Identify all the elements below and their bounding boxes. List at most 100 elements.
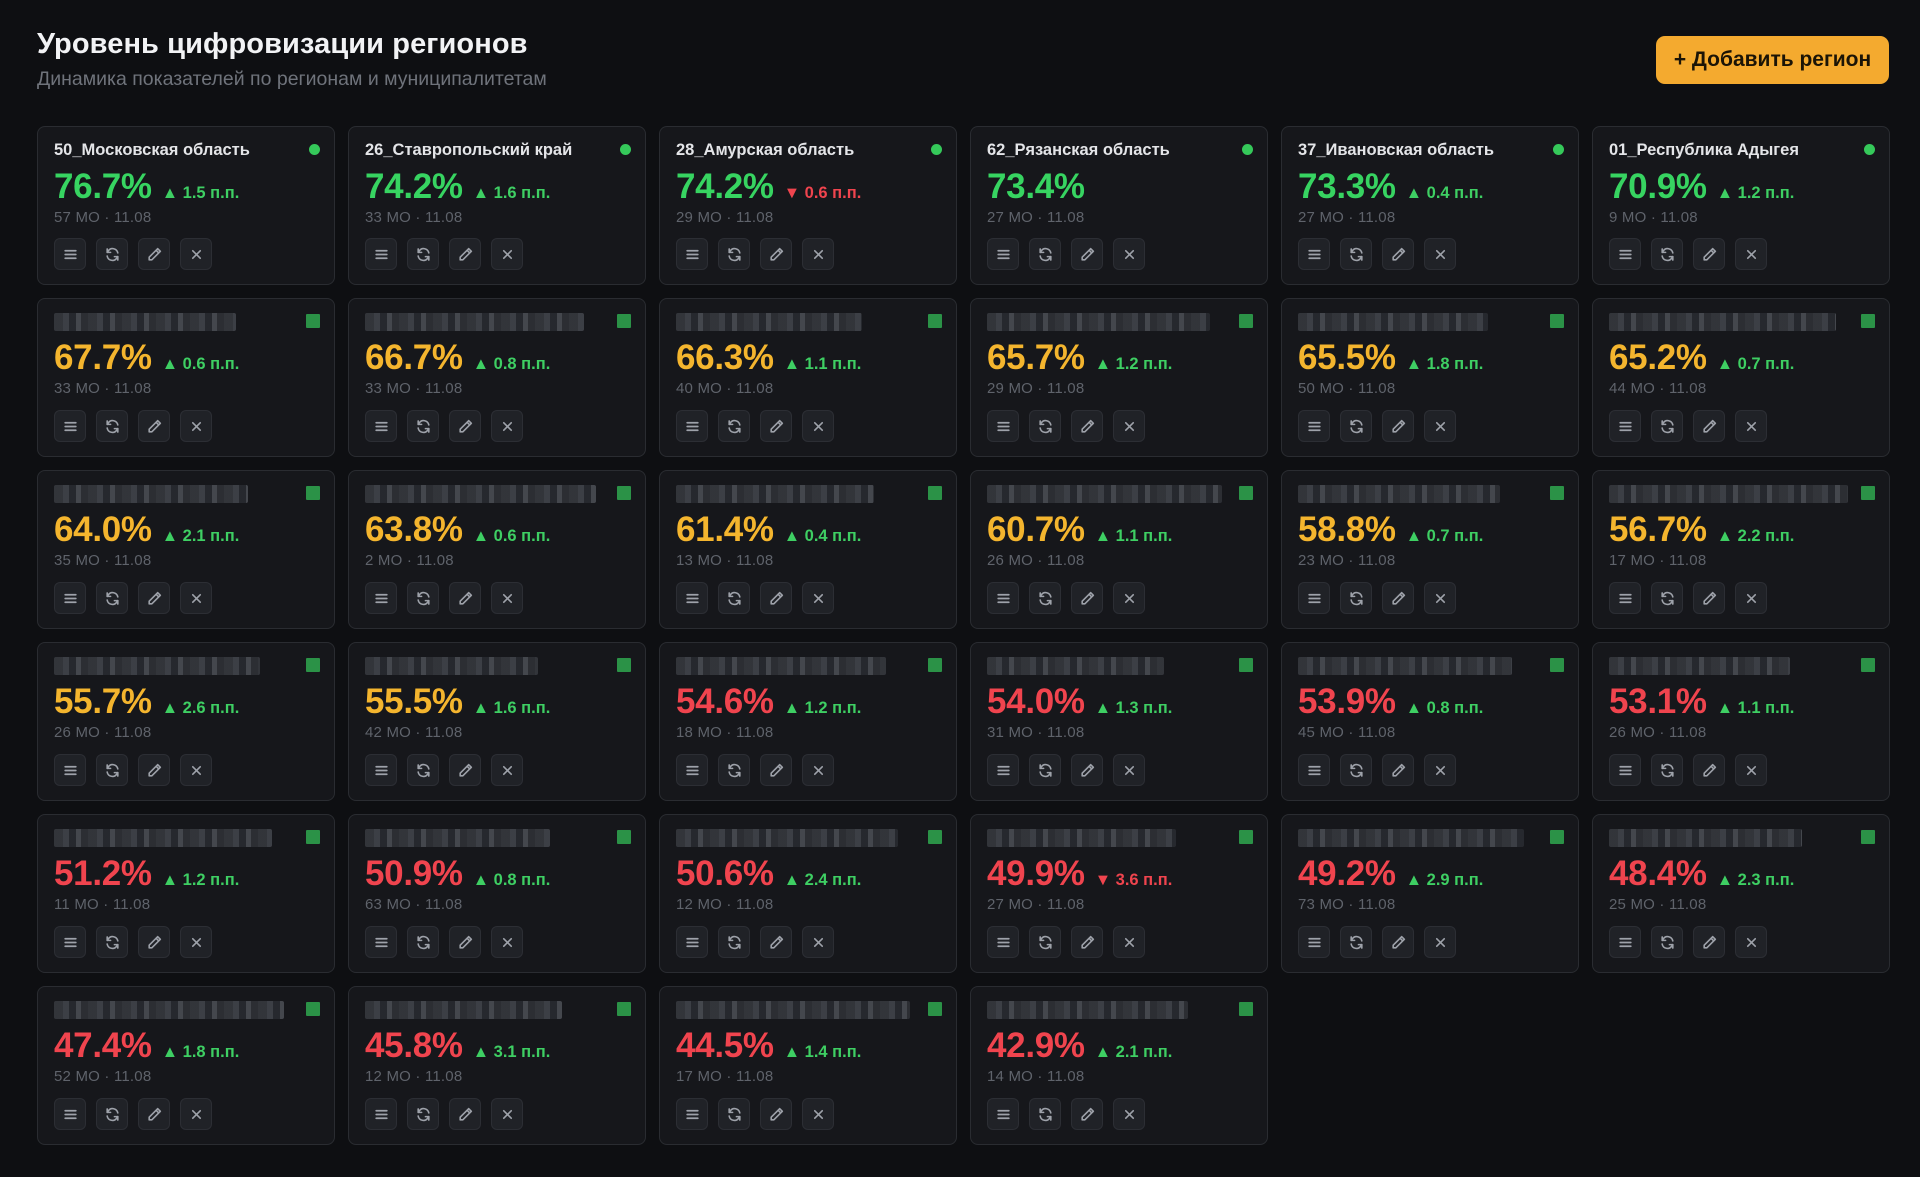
refresh-button[interactable] bbox=[96, 410, 128, 442]
list-button[interactable] bbox=[676, 238, 708, 270]
region-card[interactable]: 51.2% ▲ 1.2 п.п. 11 МО · 11.08 bbox=[37, 814, 335, 973]
region-card[interactable]: 49.9% ▼ 3.6 п.п. 27 МО · 11.08 bbox=[970, 814, 1268, 973]
list-button[interactable] bbox=[987, 238, 1019, 270]
refresh-button[interactable] bbox=[96, 582, 128, 614]
refresh-button[interactable] bbox=[96, 926, 128, 958]
delete-button[interactable] bbox=[802, 238, 834, 270]
region-card[interactable]: 50.6% ▲ 2.4 п.п. 12 МО · 11.08 bbox=[659, 814, 957, 973]
list-button[interactable] bbox=[1298, 754, 1330, 786]
region-card[interactable]: 50.9% ▲ 0.8 п.п. 63 МО · 11.08 bbox=[348, 814, 646, 973]
edit-button[interactable] bbox=[138, 238, 170, 270]
edit-button[interactable] bbox=[1693, 238, 1725, 270]
region-card[interactable]: 60.7% ▲ 1.1 п.п. 26 МО · 11.08 bbox=[970, 470, 1268, 629]
list-button[interactable] bbox=[1609, 754, 1641, 786]
refresh-button[interactable] bbox=[1029, 582, 1061, 614]
list-button[interactable] bbox=[987, 754, 1019, 786]
edit-button[interactable] bbox=[1071, 754, 1103, 786]
region-card[interactable]: 61.4% ▲ 0.4 п.п. 13 МО · 11.08 bbox=[659, 470, 957, 629]
refresh-button[interactable] bbox=[96, 1098, 128, 1130]
edit-button[interactable] bbox=[138, 410, 170, 442]
list-button[interactable] bbox=[54, 1098, 86, 1130]
refresh-button[interactable] bbox=[718, 238, 750, 270]
delete-button[interactable] bbox=[1424, 582, 1456, 614]
region-card[interactable]: 55.7% ▲ 2.6 п.п. 26 МО · 11.08 bbox=[37, 642, 335, 801]
delete-button[interactable] bbox=[1113, 410, 1145, 442]
refresh-button[interactable] bbox=[718, 582, 750, 614]
edit-button[interactable] bbox=[760, 238, 792, 270]
region-card[interactable]: 65.7% ▲ 1.2 п.п. 29 МО · 11.08 bbox=[970, 298, 1268, 457]
edit-button[interactable] bbox=[1071, 926, 1103, 958]
list-button[interactable] bbox=[54, 754, 86, 786]
refresh-button[interactable] bbox=[407, 1098, 439, 1130]
edit-button[interactable] bbox=[449, 410, 481, 442]
region-card[interactable]: 01_Республика Адыгея 70.9% ▲ 1.2 п.п. 9 МО … bbox=[1592, 126, 1890, 285]
refresh-button[interactable] bbox=[1340, 238, 1372, 270]
refresh-button[interactable] bbox=[718, 1098, 750, 1130]
refresh-button[interactable] bbox=[1029, 926, 1061, 958]
region-card[interactable]: 64.0% ▲ 2.1 п.п. 35 МО · 11.08 bbox=[37, 470, 335, 629]
edit-button[interactable] bbox=[449, 1098, 481, 1130]
region-card[interactable]: 28_Амурская область 74.2% ▼ 0.6 п.п. 29 МО … bbox=[659, 126, 957, 285]
delete-button[interactable] bbox=[180, 754, 212, 786]
list-button[interactable] bbox=[54, 582, 86, 614]
refresh-button[interactable] bbox=[96, 754, 128, 786]
list-button[interactable] bbox=[365, 238, 397, 270]
list-button[interactable] bbox=[1298, 410, 1330, 442]
edit-button[interactable] bbox=[138, 926, 170, 958]
delete-button[interactable] bbox=[1735, 754, 1767, 786]
edit-button[interactable] bbox=[449, 582, 481, 614]
list-button[interactable] bbox=[54, 238, 86, 270]
delete-button[interactable] bbox=[1113, 582, 1145, 614]
refresh-button[interactable] bbox=[1651, 410, 1683, 442]
refresh-button[interactable] bbox=[1029, 1098, 1061, 1130]
region-card[interactable]: 54.0% ▲ 1.3 п.п. 31 МО · 11.08 bbox=[970, 642, 1268, 801]
region-card[interactable]: 45.8% ▲ 3.1 п.п. 12 МО · 11.08 bbox=[348, 986, 646, 1145]
list-button[interactable] bbox=[365, 1098, 397, 1130]
region-card[interactable]: 65.5% ▲ 1.8 п.п. 50 МО · 11.08 bbox=[1281, 298, 1579, 457]
refresh-button[interactable] bbox=[1651, 926, 1683, 958]
refresh-button[interactable] bbox=[407, 238, 439, 270]
refresh-button[interactable] bbox=[1029, 754, 1061, 786]
list-button[interactable] bbox=[676, 926, 708, 958]
edit-button[interactable] bbox=[1071, 410, 1103, 442]
list-button[interactable] bbox=[1298, 238, 1330, 270]
delete-button[interactable] bbox=[180, 238, 212, 270]
list-button[interactable] bbox=[987, 926, 1019, 958]
region-card[interactable]: 44.5% ▲ 1.4 п.п. 17 МО · 11.08 bbox=[659, 986, 957, 1145]
refresh-button[interactable] bbox=[718, 754, 750, 786]
list-button[interactable] bbox=[1609, 238, 1641, 270]
refresh-button[interactable] bbox=[1651, 754, 1683, 786]
edit-button[interactable] bbox=[1382, 926, 1414, 958]
delete-button[interactable] bbox=[491, 926, 523, 958]
refresh-button[interactable] bbox=[1340, 410, 1372, 442]
refresh-button[interactable] bbox=[1340, 926, 1372, 958]
list-button[interactable] bbox=[54, 410, 86, 442]
refresh-button[interactable] bbox=[1651, 238, 1683, 270]
region-card[interactable]: 54.6% ▲ 1.2 п.п. 18 МО · 11.08 bbox=[659, 642, 957, 801]
delete-button[interactable] bbox=[180, 410, 212, 442]
edit-button[interactable] bbox=[449, 238, 481, 270]
delete-button[interactable] bbox=[1735, 582, 1767, 614]
list-button[interactable] bbox=[365, 582, 397, 614]
refresh-button[interactable] bbox=[718, 410, 750, 442]
region-card[interactable]: 42.9% ▲ 2.1 п.п. 14 МО · 11.08 bbox=[970, 986, 1268, 1145]
edit-button[interactable] bbox=[138, 582, 170, 614]
list-button[interactable] bbox=[54, 926, 86, 958]
delete-button[interactable] bbox=[1113, 238, 1145, 270]
edit-button[interactable] bbox=[449, 926, 481, 958]
delete-button[interactable] bbox=[1424, 754, 1456, 786]
list-button[interactable] bbox=[365, 926, 397, 958]
refresh-button[interactable] bbox=[96, 238, 128, 270]
list-button[interactable] bbox=[676, 754, 708, 786]
refresh-button[interactable] bbox=[718, 926, 750, 958]
list-button[interactable] bbox=[1609, 582, 1641, 614]
delete-button[interactable] bbox=[491, 754, 523, 786]
edit-button[interactable] bbox=[449, 754, 481, 786]
refresh-button[interactable] bbox=[407, 926, 439, 958]
list-button[interactable] bbox=[987, 1098, 1019, 1130]
edit-button[interactable] bbox=[1693, 754, 1725, 786]
edit-button[interactable] bbox=[1693, 926, 1725, 958]
region-card[interactable]: 66.3% ▲ 1.1 п.п. 40 МО · 11.08 bbox=[659, 298, 957, 457]
region-card[interactable]: 53.1% ▲ 1.1 п.п. 26 МО · 11.08 bbox=[1592, 642, 1890, 801]
refresh-button[interactable] bbox=[407, 582, 439, 614]
